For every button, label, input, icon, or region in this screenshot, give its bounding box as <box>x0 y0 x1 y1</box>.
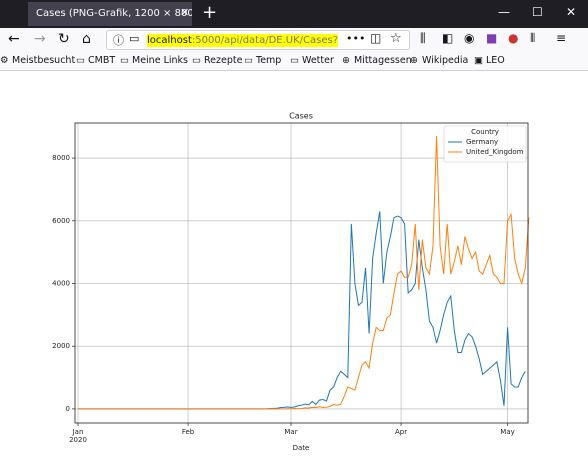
legend-title: Country <box>471 128 499 136</box>
chart-title: Cases <box>289 112 313 121</box>
plot-frame <box>74 122 529 424</box>
bookmark-star[interactable]: ☆ <box>390 31 402 46</box>
info-icon: ⓘ <box>113 34 124 47</box>
y-tick-label: 8000 <box>52 154 70 162</box>
x-tick-label: Apr <box>395 428 407 436</box>
bookmark-icon: ⊕ <box>410 55 418 66</box>
x-tick-label: Feb <box>182 428 195 436</box>
legend-label: United_Kingdom <box>466 148 524 156</box>
home[interactable]: ⌂ <box>82 31 91 47</box>
addon[interactable]: ⦀ <box>530 31 536 45</box>
bookmark[interactable]: CMBT <box>88 55 116 66</box>
back[interactable]: ← <box>8 31 20 47</box>
tab-close[interactable]: ✕ <box>180 6 190 19</box>
sidebar[interactable]: ◧ <box>442 31 454 45</box>
library[interactable]: ⫼ <box>420 31 426 45</box>
legend-label: Germany <box>466 138 498 146</box>
url-host: localhost <box>147 35 192 46</box>
close[interactable]: ✕ <box>566 5 577 19</box>
new-tab[interactable]: + <box>202 2 218 23</box>
bookmark-icon: ⚙ <box>0 55 9 66</box>
x-axis-label: Date <box>293 444 310 452</box>
bookmark[interactable]: Temp <box>256 55 282 66</box>
x-tick-label: May <box>500 428 514 436</box>
bookmark-icon: ▭ <box>290 55 299 66</box>
y-tick-label: 2000 <box>52 342 70 350</box>
menu[interactable]: ≡ <box>556 31 567 45</box>
bookmark[interactable]: Meine Links <box>132 55 188 66</box>
forward[interactable]: → <box>34 31 46 47</box>
bookmark-icon: ▣ <box>474 55 483 66</box>
bookmark[interactable]: Wetter <box>302 55 334 66</box>
url-bar[interactable]: ⓘ ▭ localhost:5000/api/data/DE.UK/Cases? <box>106 30 410 50</box>
legend-box <box>443 125 527 163</box>
nav-bar: ← → ↻ ⌂ ⓘ ▭ localhost:5000/api/data/DE.U… <box>0 28 588 52</box>
bookmark[interactable]: LEO <box>486 55 505 66</box>
bookmark-icon: ▭ <box>192 55 201 66</box>
x-tick-sublabel: 2020 <box>69 436 87 444</box>
bookmark[interactable]: Mittagessen <box>354 55 412 66</box>
bookmark-icon: ▭ <box>76 55 85 66</box>
maximize[interactable]: ☐ <box>532 5 543 19</box>
tab-bar: Cases (PNG-Grafik, 1200 × 800 Pixe ✕ + —… <box>0 0 588 28</box>
y-tick-label: 0 <box>66 405 70 413</box>
url-text: localhost:5000/api/data/DE.UK/Cases? <box>147 34 339 47</box>
bookmark[interactable]: Meistbesucht <box>12 55 76 66</box>
bookmark-icon: ▭ <box>120 55 129 66</box>
y-tick-label: 6000 <box>52 217 70 225</box>
account[interactable]: ◉ <box>464 31 475 45</box>
addon[interactable]: ● <box>508 31 519 45</box>
url-path: :5000/api/data/DE.UK/Cases? <box>191 35 339 46</box>
x-tick-label: Mar <box>284 428 297 436</box>
bookmark-icon: ⊕ <box>342 55 350 66</box>
bookmarks-bar: ⚙ Meistbesucht ▭ CMBT ▭ Meine Links ▭ Rezepte ▭ T… <box>0 52 588 71</box>
bookmark[interactable]: Rezepte <box>204 55 243 66</box>
addon[interactable]: ■ <box>486 31 498 45</box>
x-tick-label: Jan <box>72 428 84 436</box>
tab[interactable]: Cases (PNG-Grafik, 1200 × 800 Pixe <box>28 2 192 26</box>
reload[interactable]: ↻ <box>58 31 70 47</box>
line <box>78 136 530 410</box>
y-tick-label: 4000 <box>52 280 70 288</box>
bookmark-icon: ▭ <box>244 55 253 66</box>
page-icon: ▭ <box>129 32 140 45</box>
bookmark[interactable]: Wikipedia <box>422 55 469 66</box>
page-actions[interactable]: ••• <box>346 32 366 45</box>
pocket[interactable]: ◫ <box>370 31 382 45</box>
minimize[interactable]: — <box>498 5 510 19</box>
